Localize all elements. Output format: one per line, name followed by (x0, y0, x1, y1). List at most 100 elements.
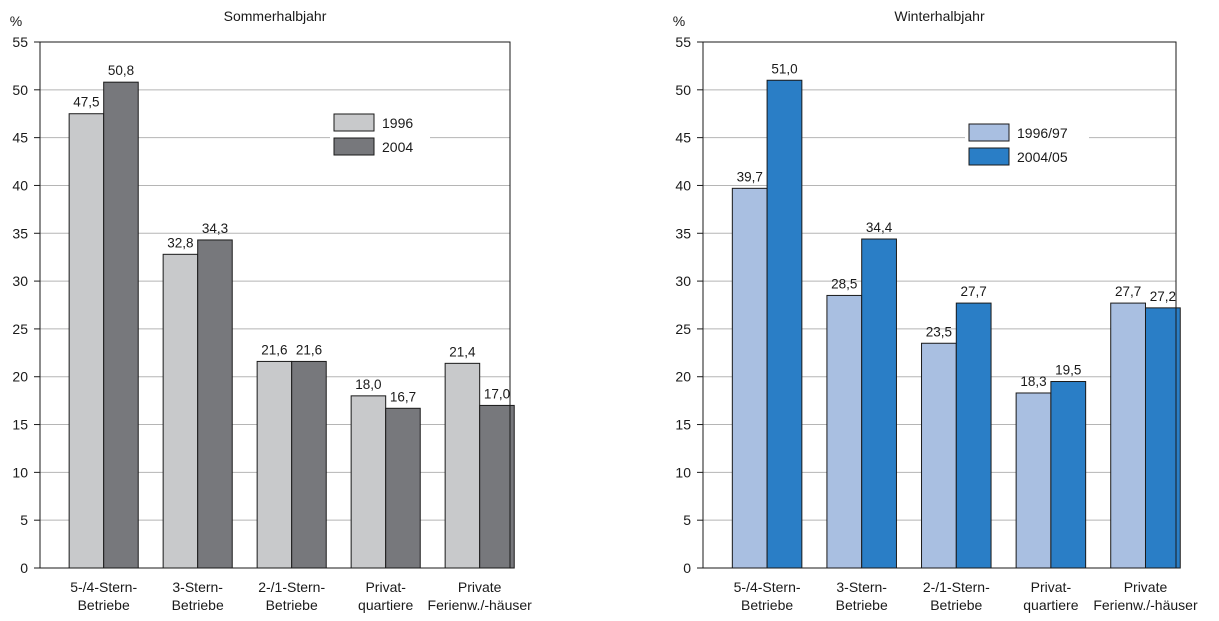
y-tick-label: 40 (12, 177, 28, 193)
bar-series-2 (385, 407, 421, 569)
legend-label: 2004 (382, 139, 413, 155)
y-tick-label: 5 (20, 512, 28, 528)
data-label: 27,7 (961, 284, 987, 299)
y-tick-label: 30 (12, 273, 28, 289)
category-label: Betriebe (741, 597, 793, 613)
bar-series-2 (291, 360, 327, 569)
chart-title: Winterhalbjahr (894, 8, 985, 24)
data-label: 18,3 (1020, 374, 1046, 389)
bar-series-1 (162, 253, 199, 569)
data-label: 23,5 (926, 324, 952, 339)
data-label: 19,5 (1055, 363, 1081, 378)
y-tick-label: 0 (20, 560, 28, 576)
y-tick-label: 10 (675, 464, 691, 480)
bar-series-2 (479, 404, 515, 569)
bar-series-1 (350, 395, 387, 569)
data-label: 21,6 (261, 342, 287, 357)
bar-series-1 (444, 362, 481, 569)
category-label: Betriebe (836, 597, 888, 613)
y-tick-label: 55 (675, 34, 691, 50)
bar-series-1 (826, 294, 863, 569)
plot-frame (39, 41, 511, 569)
data-label: 50,8 (108, 63, 134, 78)
bar-series-2 (1144, 307, 1181, 569)
legend: 1996/97 2004/05 (965, 120, 1089, 168)
bar-series-2 (197, 239, 233, 569)
y-tick-label: 25 (12, 321, 28, 337)
category-label: 5-/4-Stern- (734, 579, 801, 595)
legend-swatch (968, 123, 1010, 142)
category-label: Private (458, 579, 502, 595)
category-label: Private (1124, 579, 1168, 595)
category-label: Betriebe (930, 597, 982, 613)
y-tick-label: 15 (675, 417, 691, 433)
data-label: 16,7 (390, 389, 416, 404)
y-tick-label: 0 (683, 560, 691, 576)
category-label: Ferienw./-häuser (1093, 597, 1198, 613)
y-tick-label: 10 (12, 464, 28, 480)
y-tick-label: 40 (675, 177, 691, 193)
legend-swatch (968, 147, 1010, 166)
bar-series-2 (103, 81, 139, 569)
category-label: 2-/1-Stern- (923, 579, 990, 595)
bar-series-1 (256, 360, 293, 569)
category-label: Privat- (1031, 579, 1072, 595)
category-label: 3-Stern- (836, 579, 887, 595)
y-tick-label: 45 (675, 130, 691, 146)
legend-swatch (333, 137, 375, 156)
bar-series-1 (68, 113, 105, 569)
category-label: Ferienw./-häuser (428, 597, 533, 613)
category-label: 2-/1-Stern- (258, 579, 325, 595)
legend: 1996 2004 (330, 110, 430, 158)
category-label: Betriebe (266, 597, 318, 613)
y-tick-label: 35 (12, 225, 28, 241)
plot-frame (702, 41, 1177, 569)
category-label: 3-Stern- (172, 579, 223, 595)
data-label: 34,4 (866, 220, 893, 235)
bar-series-2 (955, 302, 992, 569)
y-tick-label: 35 (675, 225, 691, 241)
data-label: 28,5 (831, 276, 857, 291)
data-label: 18,0 (355, 377, 381, 392)
y-axis-unit: % (10, 13, 22, 29)
legend-label: 2004/05 (1017, 149, 1068, 165)
y-tick-label: 50 (675, 82, 691, 98)
y-tick-label: 20 (12, 369, 28, 385)
data-label: 47,5 (73, 95, 99, 110)
bar-series-1 (1015, 392, 1052, 569)
data-label: 27,2 (1150, 289, 1176, 304)
y-tick-label: 30 (675, 273, 691, 289)
data-label: 34,3 (202, 221, 228, 236)
category-label: 5-/4-Stern- (70, 579, 137, 595)
category-label: Privat- (365, 579, 406, 595)
bar-series-1 (731, 187, 768, 569)
data-label: 39,7 (737, 169, 763, 184)
data-label: 27,7 (1115, 284, 1141, 299)
chart-panel-1: 0 5 10 15 20 25 30 35 40 45 50 55% Sommerhalbjahr 47,… (10, 8, 532, 613)
y-axis-unit: % (673, 13, 685, 29)
data-label: 51,0 (771, 61, 797, 76)
data-label: 17,0 (484, 386, 510, 401)
chart-panel-2: 0 5 10 15 20 25 30 35 40 45 50 55% Winterhalbjahr 39,… (673, 8, 1198, 613)
bar-series-1 (921, 342, 957, 569)
y-tick-label: 25 (675, 321, 691, 337)
data-label: 21,6 (296, 342, 322, 357)
category-label: Betriebe (172, 597, 224, 613)
y-tick-label: 15 (12, 417, 28, 433)
y-tick-label: 55 (12, 34, 28, 50)
legend-label: 1996 (382, 115, 413, 131)
category-label: quartiere (1023, 597, 1078, 613)
data-label: 32,8 (167, 235, 193, 250)
y-tick-label: 50 (12, 82, 28, 98)
y-tick-label: 5 (683, 512, 691, 528)
bar-series-2 (861, 238, 897, 569)
category-label: quartiere (358, 597, 413, 613)
y-tick-label: 20 (675, 369, 691, 385)
legend-label: 1996/97 (1017, 125, 1068, 141)
bar-series-1 (1110, 302, 1146, 569)
y-tick-label: 45 (12, 130, 28, 146)
data-label: 21,4 (449, 344, 476, 359)
legend-swatch (333, 113, 375, 132)
bar-series-2 (1050, 381, 1087, 569)
